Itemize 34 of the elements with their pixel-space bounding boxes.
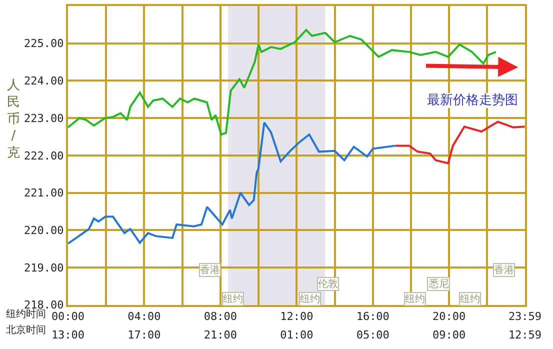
annotation: 香港 [494, 264, 514, 276]
annotation: 伦敦 [318, 278, 338, 290]
y-axis-title: 人民币/克 [7, 78, 20, 161]
annotation: 悉尼 [428, 278, 449, 290]
x2-tick-label: 17:00 [128, 328, 161, 342]
x-tick-label: 16:00 [356, 310, 390, 323]
y-tick-label: 224.00 [24, 74, 64, 88]
annotation: 香港 [200, 264, 220, 276]
x-tick-label: 23:59 [508, 310, 542, 323]
x-tick-label: 20:00 [432, 310, 466, 323]
x2-tick-label: 09:00 [432, 328, 466, 342]
x2-tick-label: 12:59 [508, 328, 542, 342]
line-series [394, 120, 525, 164]
x-tick-label: 00:00 [51, 310, 85, 323]
x2-axis-title: 北京时间 [6, 324, 46, 336]
x-tick-label: 08:00 [204, 310, 238, 323]
y-tick-label: 219.00 [24, 261, 64, 274]
annotation: 纽约 [223, 293, 243, 305]
annotation: 最新价格走势图 [427, 93, 518, 108]
x-tick-label: 12:00 [280, 310, 314, 323]
x-tick-label: 04:00 [128, 310, 161, 323]
x2-tick-label: 05:00 [356, 328, 390, 342]
annotation: 纽约 [405, 293, 425, 305]
y-tick-label: 222.00 [24, 149, 64, 162]
x2-tick-label: 01:00 [280, 328, 314, 342]
y-tick-label: 221.00 [24, 186, 64, 200]
line-series [68, 122, 397, 245]
x2-tick-label: 13:00 [51, 328, 85, 342]
y-tick-label: 225.00 [24, 37, 64, 50]
x2-tick-label: 21:00 [204, 328, 238, 342]
annotation: 纽约 [300, 293, 320, 305]
y-tick-label: 220.00 [24, 224, 64, 237]
annotation: 纽约 [460, 293, 480, 305]
y-tick-label: 223.00 [24, 112, 64, 125]
